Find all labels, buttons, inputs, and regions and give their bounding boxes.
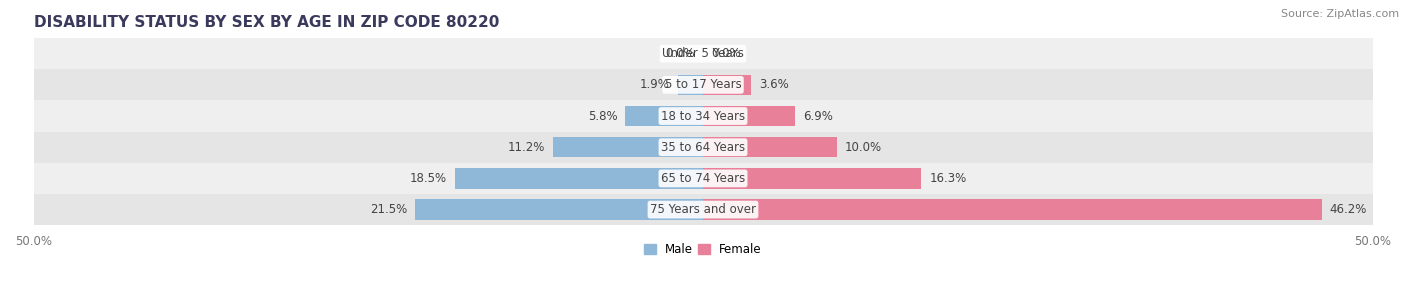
Text: 5.8%: 5.8% — [588, 109, 617, 123]
Bar — [553, 137, 703, 157]
Text: 6.9%: 6.9% — [803, 109, 834, 123]
Bar — [415, 199, 703, 220]
Bar — [703, 75, 751, 95]
Bar — [34, 69, 1372, 100]
Text: 18 to 34 Years: 18 to 34 Years — [661, 109, 745, 123]
Bar — [703, 168, 921, 188]
Bar — [703, 199, 1322, 220]
Bar — [34, 100, 1372, 132]
Text: 35 to 64 Years: 35 to 64 Years — [661, 141, 745, 154]
Text: 21.5%: 21.5% — [370, 203, 408, 216]
Bar — [703, 106, 796, 126]
Legend: Male, Female: Male, Female — [640, 238, 766, 261]
Text: Under 5 Years: Under 5 Years — [662, 47, 744, 60]
Bar — [34, 194, 1372, 225]
Bar — [34, 163, 1372, 194]
Text: 65 to 74 Years: 65 to 74 Years — [661, 172, 745, 185]
Text: 11.2%: 11.2% — [508, 141, 546, 154]
Text: 16.3%: 16.3% — [929, 172, 966, 185]
Bar — [626, 106, 703, 126]
Text: 0.0%: 0.0% — [711, 47, 741, 60]
Text: 75 Years and over: 75 Years and over — [650, 203, 756, 216]
Text: 18.5%: 18.5% — [411, 172, 447, 185]
Text: 46.2%: 46.2% — [1330, 203, 1367, 216]
Text: Source: ZipAtlas.com: Source: ZipAtlas.com — [1281, 9, 1399, 19]
Text: DISABILITY STATUS BY SEX BY AGE IN ZIP CODE 80220: DISABILITY STATUS BY SEX BY AGE IN ZIP C… — [34, 15, 499, 30]
Bar — [456, 168, 703, 188]
Text: 3.6%: 3.6% — [759, 78, 789, 92]
Text: 10.0%: 10.0% — [845, 141, 882, 154]
Text: 1.9%: 1.9% — [640, 78, 669, 92]
Bar — [678, 75, 703, 95]
Bar — [34, 38, 1372, 69]
Text: 0.0%: 0.0% — [665, 47, 695, 60]
Bar — [34, 132, 1372, 163]
Bar — [703, 137, 837, 157]
Text: 5 to 17 Years: 5 to 17 Years — [665, 78, 741, 92]
